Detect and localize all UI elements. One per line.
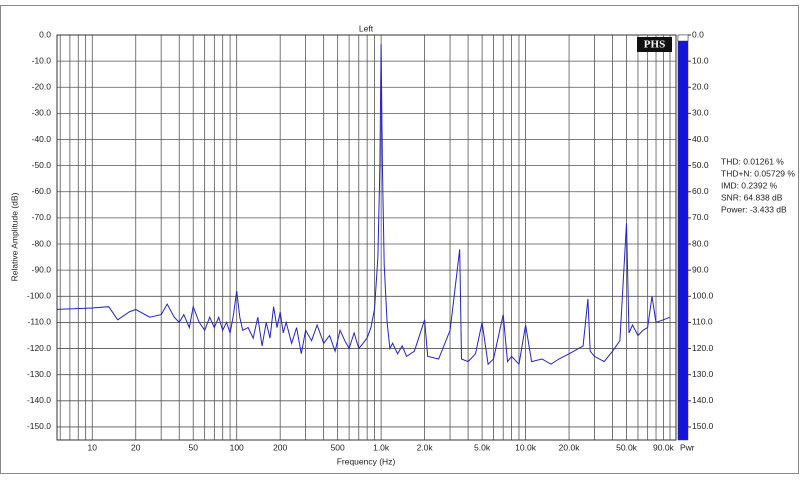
colorbar [677,34,689,441]
x-tick-label: 500 [331,442,345,452]
y-tick-label: -40.0 [32,134,52,144]
colorbar-tick-label: 100.0 [692,291,714,301]
x-tick-label: 1.0k [373,442,390,452]
x-tick-label: 10 [88,442,98,452]
y-tick-label: -80.0 [32,238,52,248]
plot-border [56,34,677,441]
y-axis-label: Relative Amplitude (dB) [9,192,19,281]
y-tick-label: -60.0 [32,186,52,196]
x-tick-label: 5.0k [474,442,491,452]
x-tick-label: 10.0k [515,442,537,452]
logo: PHS [644,39,665,51]
stat-annotation: THD: 0.01261 % [721,156,784,166]
x-tick-label: 100 [230,442,244,452]
stat-annotation: Power: -3.433 dB [721,204,787,214]
colorbar-tick-label: 0.0 [692,29,704,39]
y-tick-label: -50.0 [32,160,52,170]
x-tick-label: 2.0k [417,442,434,452]
y-tick-label: -70.0 [32,212,52,222]
colorbar-tick-label: 40.0 [692,134,709,144]
y-tick-label: -10.0 [32,55,52,65]
y-tick-label: -120.0 [27,343,51,353]
stat-annotation: IMD: 0.2392 % [721,180,778,190]
colorbar-tick-label: 130.0 [692,369,714,379]
x-tick-label: 50.0k [616,442,638,452]
colorbar-top [677,34,689,42]
stat-annotation: SNR: 64.838 dB [721,192,783,202]
x-tick-label: 90.0k [653,442,675,452]
y-tick-label: -100.0 [27,291,51,301]
logo-box [637,37,672,52]
colorbar-tick-label: 150.0 [692,421,714,431]
y-tick-label: -130.0 [27,369,51,379]
spectrum-line [56,44,671,366]
colorbar-tick-label: 70.0 [692,212,709,222]
x-tick-label: 20.0k [559,442,581,452]
colorbar-tick-label: 10.0 [692,55,709,65]
colorbar-tick-label: 80.0 [692,238,709,248]
y-tick-label: -30.0 [32,108,52,118]
colorbar-tick-label: 60.0 [692,186,709,196]
y-tick-label: 0.0 [39,29,51,39]
colorbar-tick-label: 50.0 [692,160,709,170]
y-tick-label: -150.0 [27,421,51,431]
colorbar-tick-label: 120.0 [692,343,714,353]
frame [0,5,799,474]
y-tick-label: -90.0 [32,264,52,274]
colorbar-tick-label: 20.0 [692,82,709,92]
y-tick-label: -110.0 [28,317,52,327]
x-axis-label: Frequency (Hz) [337,456,396,466]
colorbar-tick-label: 30.0 [692,108,709,118]
colorbar-tick-label: 90.0 [692,264,709,274]
colorbar-tick-label: 110.0 [692,317,713,327]
x-tick-label: 200 [273,442,287,452]
colorbar-label: Pwr [680,442,695,452]
chart-title: Left [359,23,374,33]
x-tick-label: 50 [188,442,198,452]
y-tick-label: -20.0 [32,82,52,92]
colorbar-tick-label: 140.0 [692,395,714,405]
y-tick-label: -140.0 [27,395,51,405]
stat-annotation: THD+N: 0.05729 % [721,168,795,178]
x-tick-label: 20 [131,442,141,452]
